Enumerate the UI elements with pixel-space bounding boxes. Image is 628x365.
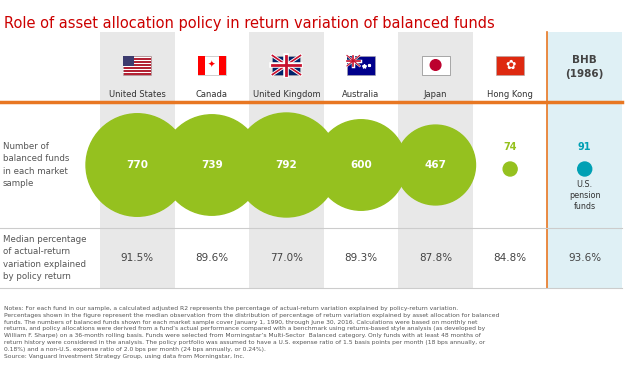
Bar: [347, 55, 360, 66]
Bar: [198, 55, 205, 74]
Bar: [123, 55, 134, 66]
Bar: [123, 55, 151, 74]
Circle shape: [578, 162, 592, 176]
Bar: [123, 57, 151, 58]
Text: United Kingdom: United Kingdom: [252, 90, 320, 99]
Bar: [323, 32, 398, 288]
Bar: [123, 72, 151, 73]
Text: Role of asset allocation policy in return variation of balanced funds: Role of asset allocation policy in retur…: [4, 16, 495, 31]
Bar: [347, 55, 375, 74]
Text: 467: 467: [425, 160, 447, 170]
Bar: [100, 32, 175, 288]
Circle shape: [161, 115, 262, 215]
Text: 93.6%: 93.6%: [568, 253, 601, 263]
Bar: [0, 32, 100, 288]
Circle shape: [430, 60, 441, 70]
Text: 600: 600: [350, 160, 372, 170]
Text: Australia: Australia: [342, 90, 379, 99]
Text: 792: 792: [276, 160, 297, 170]
Text: 91.5%: 91.5%: [121, 253, 154, 263]
Bar: [175, 32, 249, 288]
Text: United States: United States: [109, 90, 166, 99]
Bar: [123, 66, 151, 67]
Text: Number of
balanced funds
in each market
sample: Number of balanced funds in each market …: [3, 142, 69, 188]
Bar: [123, 63, 151, 64]
Circle shape: [503, 162, 517, 176]
Bar: [123, 69, 151, 70]
Text: U.S.
pension
funds: U.S. pension funds: [569, 180, 600, 211]
Text: 770: 770: [126, 160, 148, 170]
Text: 87.8%: 87.8%: [419, 253, 452, 263]
Text: Japan: Japan: [424, 90, 447, 99]
Circle shape: [234, 113, 338, 217]
Text: 74: 74: [504, 142, 517, 152]
Bar: [473, 32, 548, 288]
Text: Hong Kong: Hong Kong: [487, 90, 533, 99]
Circle shape: [316, 120, 406, 210]
Text: ✿: ✿: [505, 58, 516, 72]
Text: Notes: For each fund in our sample, a calculated adjusted R2 represents the perc: Notes: For each fund in our sample, a ca…: [4, 306, 499, 358]
Bar: [249, 32, 323, 288]
Text: 89.3%: 89.3%: [344, 253, 377, 263]
Bar: [421, 55, 450, 74]
Text: 77.0%: 77.0%: [270, 253, 303, 263]
Bar: [123, 60, 151, 61]
Bar: [548, 32, 622, 288]
Bar: [198, 55, 226, 74]
Text: 91: 91: [578, 142, 592, 152]
Text: 89.6%: 89.6%: [195, 253, 229, 263]
Text: 739: 739: [201, 160, 223, 170]
Bar: [496, 55, 524, 74]
Circle shape: [396, 125, 475, 205]
Text: 84.8%: 84.8%: [494, 253, 527, 263]
Text: Canada: Canada: [196, 90, 228, 99]
Text: BHB
(1986): BHB (1986): [566, 55, 604, 78]
Bar: [219, 55, 226, 74]
Bar: [398, 32, 473, 288]
Text: ✦: ✦: [208, 61, 215, 69]
Text: Median percentage
of actual-return
variation explained
by policy return: Median percentage of actual-return varia…: [3, 235, 87, 281]
Circle shape: [86, 114, 188, 216]
Bar: [273, 55, 300, 74]
